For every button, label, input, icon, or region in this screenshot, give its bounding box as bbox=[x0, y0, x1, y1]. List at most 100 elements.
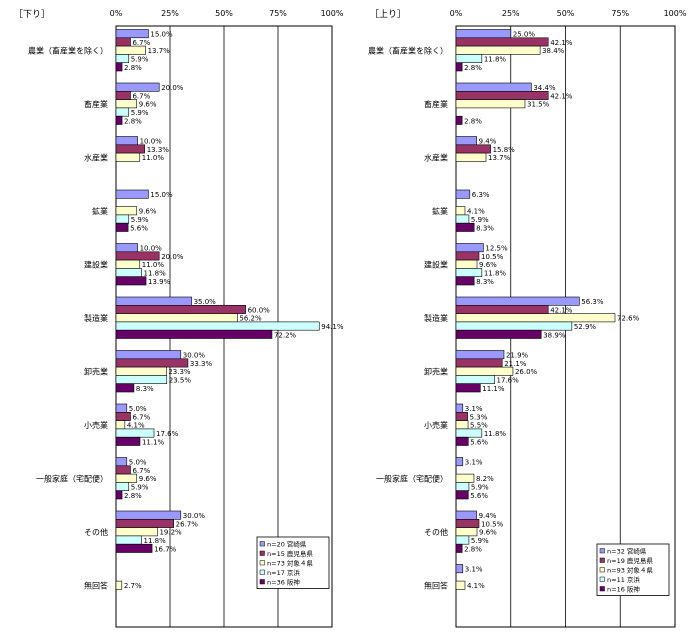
bar bbox=[115, 457, 128, 467]
legend-box bbox=[596, 543, 670, 596]
bar bbox=[455, 490, 469, 500]
legend-swatch bbox=[599, 586, 605, 592]
bar bbox=[455, 313, 616, 323]
chart-panel-1: ［上り］ 0% 25% 50% 75% 100% 農業（畜産業を除く） 畜産業水産業鉱業建設業… bbox=[368, 9, 687, 628]
data-label: 5.6% bbox=[130, 224, 148, 232]
data-label: 56.2% bbox=[239, 315, 262, 323]
bar bbox=[115, 268, 142, 277]
data-label: 20.0% bbox=[161, 253, 184, 261]
data-label: 16.7% bbox=[154, 545, 177, 553]
bar bbox=[115, 276, 147, 286]
bar bbox=[455, 62, 463, 72]
category-label: 卸売業 bbox=[84, 366, 108, 376]
bar bbox=[455, 115, 463, 125]
legend-swatch bbox=[599, 576, 605, 582]
bar bbox=[455, 296, 580, 306]
legend-swatch bbox=[599, 557, 605, 563]
data-label: 30.0% bbox=[183, 512, 206, 520]
data-label: 10.0% bbox=[140, 138, 163, 146]
data-label: 5.9% bbox=[131, 109, 149, 117]
data-label: 21.1% bbox=[504, 360, 527, 368]
data-label: 10.5% bbox=[481, 520, 504, 528]
data-label: 5.6% bbox=[470, 492, 488, 500]
bar bbox=[115, 62, 123, 72]
data-label: 15.8% bbox=[493, 146, 516, 154]
bar bbox=[455, 510, 477, 520]
legend-entry: n=17 京浜 bbox=[267, 568, 300, 577]
bar bbox=[455, 37, 549, 47]
legend-entry: n=19 鹿児島県 bbox=[607, 556, 653, 565]
data-label: 5.9% bbox=[471, 537, 489, 545]
data-label: 30.0% bbox=[183, 352, 206, 360]
category-label: 小売業 bbox=[84, 420, 108, 430]
legend-entry: n=32 宮崎県 bbox=[607, 547, 647, 556]
bar bbox=[455, 152, 487, 162]
bar bbox=[455, 29, 512, 39]
data-label: 9.6% bbox=[479, 529, 497, 537]
bar bbox=[115, 411, 131, 421]
data-label: 38.4% bbox=[542, 47, 565, 55]
bar bbox=[115, 82, 160, 92]
data-label: 25.0% bbox=[513, 31, 536, 39]
bar bbox=[455, 268, 483, 277]
bar bbox=[115, 29, 149, 39]
bar bbox=[455, 411, 468, 421]
data-label: 23.3% bbox=[168, 368, 191, 376]
data-label: 6.7% bbox=[132, 413, 150, 421]
data-label: 6.7% bbox=[132, 467, 150, 475]
bar bbox=[115, 259, 141, 269]
data-label: 5.9% bbox=[131, 216, 149, 224]
data-label: 4.1% bbox=[127, 422, 145, 430]
chart-title: ［下り］ bbox=[14, 9, 50, 20]
legend-swatch bbox=[259, 541, 265, 547]
bar bbox=[115, 115, 123, 125]
bar bbox=[115, 473, 138, 483]
x-tick-label: 25% bbox=[161, 9, 179, 18]
data-label: 8.3% bbox=[476, 278, 494, 286]
x-tick-label: 100% bbox=[664, 9, 687, 18]
bar bbox=[115, 136, 138, 146]
chart-title: ［上り］ bbox=[370, 9, 406, 20]
category-label: 畜産業 bbox=[424, 99, 448, 109]
bar bbox=[115, 329, 273, 339]
bar bbox=[455, 304, 549, 314]
legend-entry: n=16 阪神 bbox=[607, 585, 640, 594]
bar bbox=[115, 428, 155, 438]
data-label: 5.9% bbox=[471, 216, 489, 224]
bar bbox=[115, 527, 158, 537]
data-label: 72.2% bbox=[274, 331, 297, 339]
bar bbox=[115, 436, 141, 446]
data-label: 12.5% bbox=[485, 245, 508, 253]
data-label: 5.9% bbox=[471, 484, 489, 492]
bar bbox=[455, 482, 470, 491]
bar bbox=[455, 321, 573, 331]
data-label: 31.5% bbox=[527, 101, 550, 109]
bar bbox=[115, 420, 126, 430]
data-label: 94.1% bbox=[321, 323, 344, 331]
bar bbox=[455, 189, 471, 199]
bar bbox=[455, 527, 478, 537]
data-label: 11.8% bbox=[484, 430, 507, 438]
x-tick-label: 50% bbox=[557, 9, 575, 18]
data-label: 2.8% bbox=[124, 64, 142, 72]
data-label: 72.6% bbox=[617, 315, 640, 323]
data-label: 35.0% bbox=[194, 298, 217, 306]
bar bbox=[455, 518, 480, 528]
bar bbox=[455, 358, 503, 368]
data-label: 9.6% bbox=[479, 261, 497, 269]
bar bbox=[455, 45, 541, 55]
data-label: 2.8% bbox=[124, 492, 142, 500]
data-label: 13.3% bbox=[147, 146, 170, 154]
legend-swatch bbox=[259, 560, 265, 566]
category-label: 畜産業 bbox=[84, 99, 108, 109]
x-tick-label: 25% bbox=[502, 9, 520, 18]
bar bbox=[115, 358, 189, 368]
category-label: 無回答 bbox=[84, 580, 108, 590]
bar bbox=[455, 436, 469, 446]
category-label: 製造業 bbox=[424, 313, 448, 323]
bar bbox=[115, 99, 138, 109]
category-label: 農業（畜産業を除く） bbox=[368, 45, 448, 55]
bar bbox=[115, 510, 182, 520]
data-label: 11.1% bbox=[482, 385, 505, 393]
